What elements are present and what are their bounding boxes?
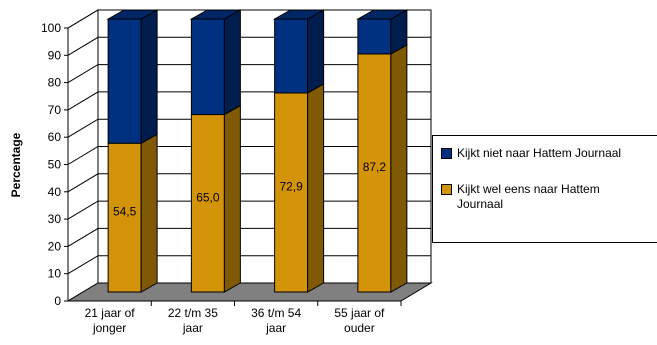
data-label: 87,2 — [363, 160, 387, 174]
bar-side — [141, 134, 157, 292]
legend-swatch-kijkt-wel — [441, 184, 452, 195]
bar-side — [224, 10, 240, 115]
bar-kijkt-niet — [275, 10, 324, 93]
y-tick-label: 80 — [48, 76, 62, 90]
legend: Kijkt niet naar Hattem Journaal Kijkt we… — [432, 135, 657, 243]
y-tick-label: 70 — [48, 103, 62, 117]
bar-kijkt-niet — [108, 10, 157, 143]
x-tick-label: 22 t/m 35 — [168, 306, 218, 320]
x-tick-label: jaar — [182, 321, 203, 335]
y-tick-label: 60 — [48, 130, 62, 144]
legend-item-kijkt-wel: Kijkt wel eens naar Hattem Journaal — [441, 182, 622, 212]
data-label: 54,5 — [113, 205, 137, 219]
bar-kijkt-niet — [358, 10, 407, 54]
bar-side — [391, 45, 407, 292]
data-label: 72,9 — [279, 179, 303, 193]
x-tick-label: ouder — [344, 321, 375, 335]
y-tick-label: 100 — [41, 21, 61, 35]
x-tick-label: 55 jaar of — [334, 306, 385, 320]
legend-item-kijkt-niet: Kijkt niet naar Hattem Journaal — [441, 146, 622, 161]
bar-front — [108, 19, 141, 143]
bar-front — [358, 19, 391, 54]
y-tick-label: 50 — [48, 158, 62, 172]
y-tick-label: 30 — [48, 212, 62, 226]
bar-side — [308, 10, 324, 93]
data-label: 65,0 — [196, 190, 220, 204]
bar-side — [224, 106, 240, 292]
legend-label-kijkt-niet: Kijkt niet naar Hattem Journaal — [457, 146, 622, 161]
y-tick-label: 40 — [48, 185, 62, 199]
bar-side — [141, 10, 157, 143]
bar-front — [275, 19, 308, 93]
y-tick-label: 10 — [48, 267, 62, 281]
legend-label-kijkt-wel: Kijkt wel eens naar Hattem Journaal — [457, 182, 622, 212]
x-tick-label: jonger — [92, 321, 126, 335]
legend-swatch-kijkt-niet — [441, 148, 452, 159]
bar-front — [191, 19, 224, 115]
bar-side — [308, 84, 324, 292]
y-axis-title: Percentage — [9, 132, 23, 197]
y-tick-label: 90 — [48, 48, 62, 62]
bar-kijkt-niet — [191, 10, 240, 115]
y-tick-label: 0 — [54, 294, 61, 308]
x-tick-label: 21 jaar of — [85, 306, 136, 320]
y-tick-label: 20 — [48, 239, 62, 253]
x-tick-label: 36 t/m 54 — [251, 306, 301, 320]
x-tick-label: jaar — [265, 321, 286, 335]
